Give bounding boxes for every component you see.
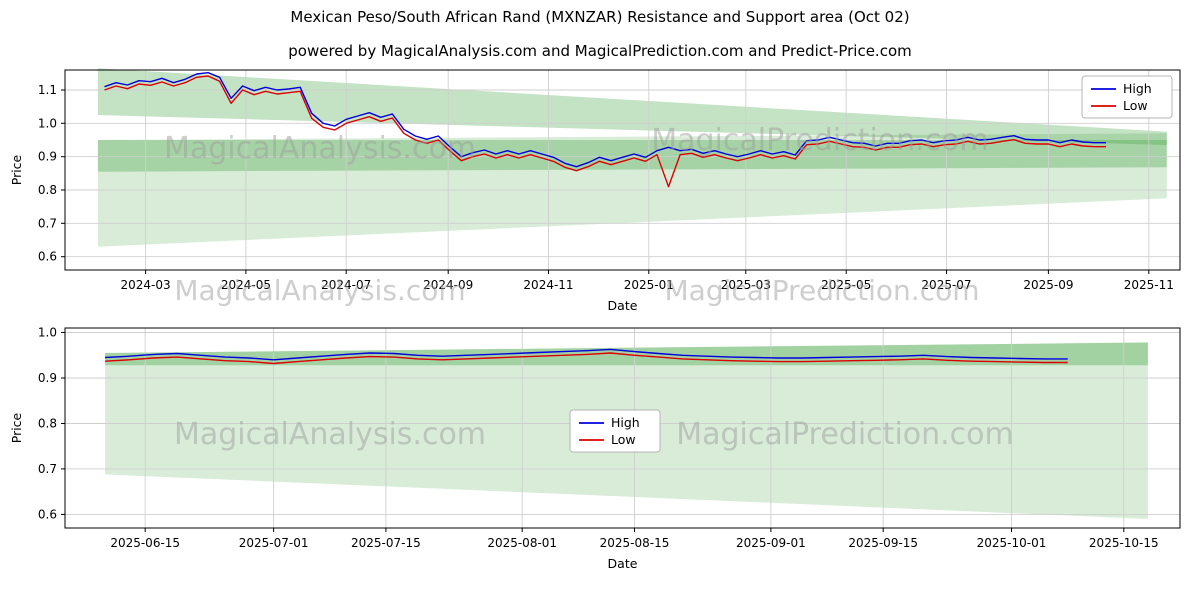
legend-high-label: High <box>611 415 640 430</box>
x-tick-label: 2025-07-01 <box>239 536 309 550</box>
x-tick-label: 2024-07 <box>321 278 371 292</box>
plot-border <box>64 327 1181 529</box>
x-tick-label: 2025-07-15 <box>351 536 421 550</box>
plot-border <box>64 69 1181 271</box>
y-tick-label: 0.6 <box>38 250 57 264</box>
y-tick-label: 0.8 <box>38 417 57 431</box>
x-tick-label: 2025-11 <box>1124 278 1174 292</box>
watermark: MagicalAnalysis.com <box>164 131 476 166</box>
y-tick-label: 1.0 <box>38 116 57 130</box>
x-tick-label: 2025-08-15 <box>600 536 670 550</box>
y-tick-label: 0.9 <box>38 371 57 385</box>
x-tick-label: 2025-06-15 <box>110 536 180 550</box>
y-tick-label: 0.8 <box>38 183 57 197</box>
high-line <box>104 72 1106 168</box>
y-tick-label: 1.0 <box>38 326 57 340</box>
watermark: MagicalPrediction.com <box>651 123 989 158</box>
watermark: MagicalPrediction.com <box>665 274 980 307</box>
gridlines <box>65 70 1180 270</box>
high-line <box>105 348 1068 361</box>
x-tick-label: 2025-08-01 <box>487 536 557 550</box>
y-tick-label: 0.9 <box>38 150 57 164</box>
price-chart-main: 0.6 0.7 0.8 0.9 1.0 1.1 2024-03 2024-05 2024-07 2… <box>9 68 1181 312</box>
x-tick-label: 2025-10-01 <box>977 536 1047 550</box>
axis-ticks: 0.6 0.7 0.8 0.9 1.0 2025-06-15 2025-07-01 2025-… <box>38 326 1159 551</box>
y-tick-label: 1.1 <box>38 83 57 97</box>
y-tick-label: 0.6 <box>38 507 57 521</box>
legend-low-label: Low <box>611 432 636 447</box>
x-tick-label: 2024-09 <box>423 278 473 292</box>
watermark: MagicalAnalysis.com <box>174 274 465 307</box>
figure-subtitle: powered by MagicalAnalysis.com and Magic… <box>288 42 912 60</box>
x-axis-label: Date <box>608 556 638 571</box>
watermark: MagicalAnalysis.com <box>174 417 486 452</box>
watermark: MagicalPrediction.com <box>676 417 1014 452</box>
x-tick-label: 2024-11 <box>523 278 573 292</box>
x-tick-label: 2025-07 <box>921 278 971 292</box>
x-tick-label: 2025-03 <box>721 278 771 292</box>
legend-low-label: Low <box>1123 98 1148 113</box>
x-tick-label: 2025-09 <box>1023 278 1073 292</box>
x-tick-label: 2025-01 <box>624 278 674 292</box>
price-chart-recent: 0.6 0.7 0.8 0.9 1.0 2025-06-15 2025-07-01 2025-… <box>9 326 1181 571</box>
x-tick-label: 2025-09-15 <box>848 536 918 550</box>
x-tick-label: 2025-10-15 <box>1089 536 1159 550</box>
legend: High Low <box>569 409 661 453</box>
x-tick-label: 2024-03 <box>121 278 171 292</box>
figure-title: Mexican Peso/South African Rand (MXNZAR)… <box>290 8 910 26</box>
gridlines <box>65 328 1180 528</box>
y-axis-label: Price <box>9 412 24 443</box>
x-tick-label: 2025-05 <box>821 278 871 292</box>
low-line <box>105 352 1068 365</box>
y-tick-label: 0.7 <box>38 462 57 476</box>
axis-ticks: 0.6 0.7 0.8 0.9 1.0 1.1 2024-03 2024-05 2024-07 2… <box>38 83 1174 292</box>
x-tick-label: 2025-09-01 <box>736 536 806 550</box>
y-tick-label: 0.7 <box>38 216 57 230</box>
low-line <box>104 75 1106 188</box>
support-resistance-bands <box>97 68 1167 247</box>
y-axis-label: Price <box>9 154 24 185</box>
legend-high-label: High <box>1123 81 1152 96</box>
x-axis-label: Date <box>608 298 638 312</box>
legend: High Low <box>1081 75 1173 119</box>
x-tick-label: 2024-05 <box>221 278 271 292</box>
